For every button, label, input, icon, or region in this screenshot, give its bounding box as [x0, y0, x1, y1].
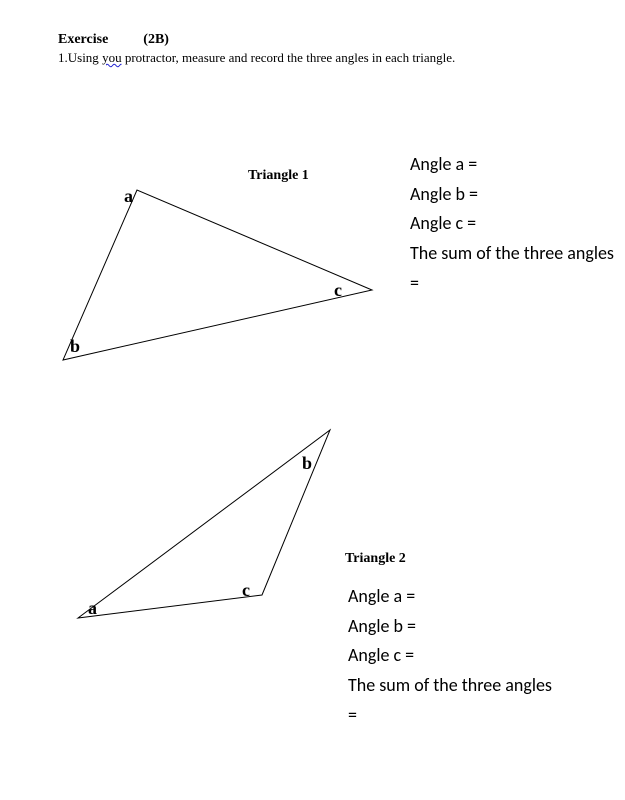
- angle-c-line: Angle c =: [348, 641, 552, 671]
- exercise-code: (2B): [143, 32, 169, 48]
- triangle2-shape: [78, 430, 330, 618]
- angle-a-line: Angle a =: [348, 582, 552, 612]
- triangle1-label-b: b: [70, 336, 80, 357]
- triangle2-label-a: a: [88, 598, 97, 619]
- equals-line: =: [410, 269, 614, 299]
- sum-line: The sum of the three angles: [348, 671, 552, 701]
- triangle2-label-c: c: [242, 580, 250, 601]
- angle-a-line: Angle a =: [410, 150, 614, 180]
- exercise-header: Exercise (2B): [58, 32, 169, 48]
- equals-line: =: [348, 701, 552, 731]
- triangle1-answers: Angle a = Angle b = Angle c = The sum of…: [410, 150, 614, 298]
- angle-c-line: Angle c =: [410, 209, 614, 239]
- triangle1-svg: [50, 160, 390, 380]
- instruction-squiggle: you: [102, 50, 122, 65]
- instruction-suffix: protractor, measure and record the three…: [122, 50, 456, 65]
- triangle1-label-a: a: [124, 186, 133, 207]
- exercise-label: Exercise: [58, 32, 108, 48]
- instruction-prefix: 1.Using: [58, 50, 102, 65]
- triangle2-label-b: b: [302, 453, 312, 474]
- triangle1-label-c: c: [334, 280, 342, 301]
- instruction-line: 1.Using you protractor, measure and reco…: [58, 50, 455, 66]
- triangle1-shape: [63, 190, 372, 360]
- triangle2-svg: [60, 420, 360, 640]
- angle-b-line: Angle b =: [410, 180, 614, 210]
- triangle2-answers: Angle a = Angle b = Angle c = The sum of…: [348, 582, 552, 730]
- page: Exercise (2B) 1.Using you protractor, me…: [0, 0, 625, 800]
- angle-b-line: Angle b =: [348, 612, 552, 642]
- sum-line: The sum of the three angles: [410, 239, 614, 269]
